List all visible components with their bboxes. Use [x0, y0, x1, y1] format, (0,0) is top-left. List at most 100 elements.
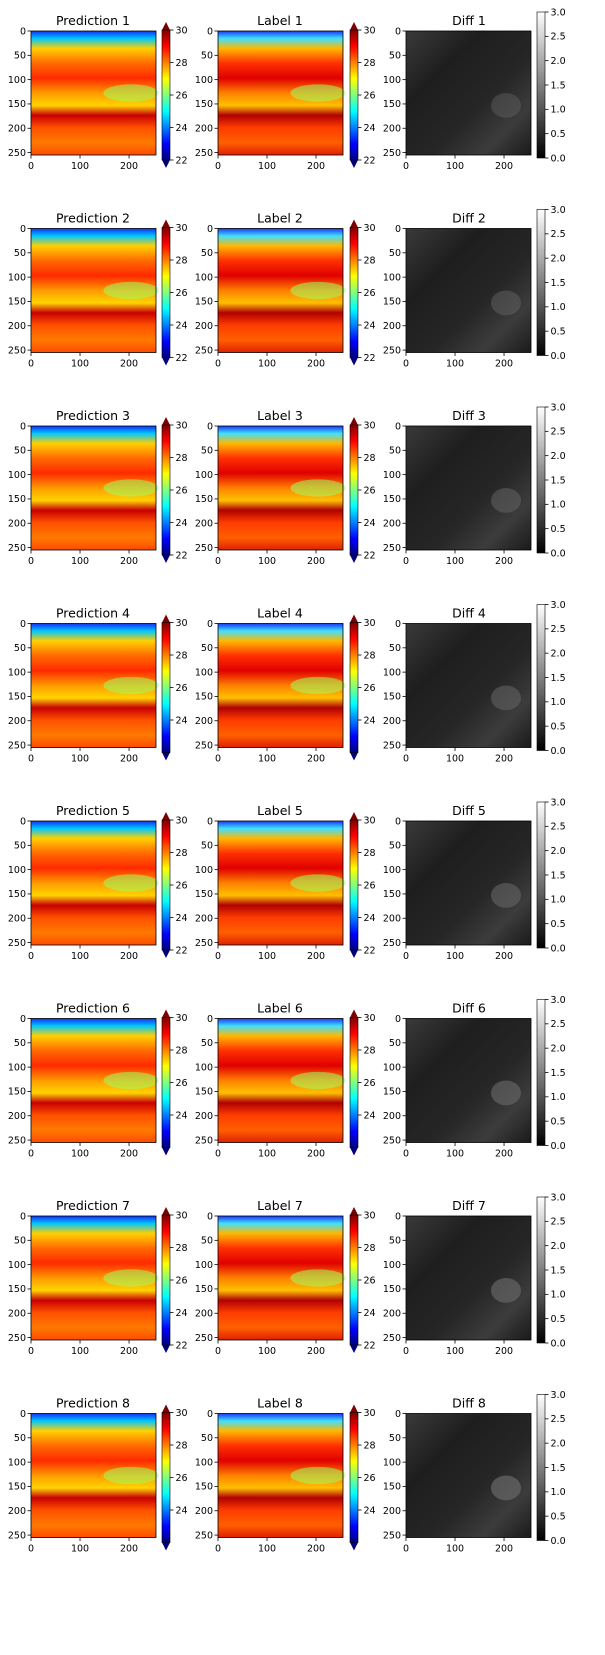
prediction-title: Prediction 6: [56, 1001, 130, 1016]
y-tick-label: 200: [195, 124, 213, 135]
heatmap-feature: [103, 281, 159, 300]
y-tick-label: 200: [383, 124, 401, 135]
colorbar-tick-label: 24: [364, 1110, 376, 1121]
x-tick-label: 100: [446, 1544, 464, 1555]
colorbar-tick-label: 26: [364, 880, 376, 891]
x-tick-label: 0: [403, 1544, 409, 1555]
y-tick-label: 150: [383, 692, 401, 703]
prediction-panel: Prediction 7 0 100 200 0 50 100 150 200 250 22 24 26…: [8, 1198, 188, 1357]
axes-frame: [217, 820, 344, 946]
colorbar-tick-label: 0.5: [551, 1314, 566, 1325]
y-tick-label: 200: [383, 1111, 401, 1122]
y-tick-label: 100: [8, 1062, 26, 1073]
gray-colorbar: 0.0 0.5 1.0 1.5 2.0 2.5 3.0: [536, 1192, 566, 1349]
colorbar-tick-label: 30: [176, 25, 188, 36]
y-tick-label: 250: [195, 148, 213, 159]
x-tick-label: 100: [446, 1149, 464, 1160]
x-tick-label: 200: [120, 556, 138, 567]
colorbar-extend-min: [350, 950, 358, 958]
colorbar-tick-label: 0.5: [551, 1511, 566, 1522]
heatmap-feature: [290, 1269, 346, 1287]
x-tick-label: 0: [28, 1544, 34, 1555]
y-tick-label: 100: [8, 865, 26, 876]
jet-colorbar: 24 26 28 30: [161, 614, 188, 761]
y-tick-label: 250: [195, 543, 213, 554]
colorbar-tick-label: 30: [176, 1013, 188, 1024]
y-tick-label: 50: [201, 248, 213, 259]
label-panel: Label 2 0 100 200 0 50 100 150 200 250 22 24 26 28 30: [195, 211, 376, 370]
colorbar-tick-label: 30: [364, 815, 376, 826]
colorbar-tick-label: 1.5: [551, 1068, 566, 1079]
colorbar-bar: [536, 11, 546, 159]
y-tick-label: 50: [389, 51, 401, 62]
y-tick-label: 250: [8, 938, 26, 949]
colorbar-bar: [536, 604, 546, 751]
colorbar-tick-label: 0.5: [551, 129, 566, 140]
diff-heatmap-image: [406, 623, 531, 748]
y-tick-label: 250: [8, 740, 26, 751]
heatmap-feature: [491, 1080, 521, 1106]
label-title: Label 5: [257, 803, 303, 818]
colorbar-tick-label: 3.0: [551, 995, 566, 1006]
colorbar-tick-label: 1.0: [551, 1290, 566, 1301]
x-tick-label: 100: [71, 1544, 89, 1555]
figure-row-2: Prediction 2 0 100 200 0 50 100 150 200 250 22 24 26…: [8, 205, 566, 370]
prediction-panel: Prediction 8 0 100 200 0 50 100 150 200 250 24 26 28…: [8, 1396, 188, 1555]
colorbar-bar: [349, 1214, 359, 1346]
x-tick-label: 200: [307, 161, 325, 172]
y-tick-label: 250: [8, 345, 26, 356]
x-tick-label: 0: [215, 556, 221, 567]
y-tick-label: 150: [8, 297, 26, 308]
label-title: Label 1: [257, 13, 303, 28]
prediction-panel: Prediction 4 0 100 200 0 50 100 150 200 250 24 26 28…: [8, 606, 188, 765]
colorbar-extend-max: [162, 1404, 170, 1413]
y-tick-label: 50: [14, 643, 26, 654]
x-tick-label: 100: [446, 359, 464, 370]
gray-colorbar: 0.0 0.5 1.0 1.5 2.0 2.5 3.0: [536, 402, 566, 559]
y-tick-label: 50: [201, 1236, 213, 1247]
y-tick-label: 0: [207, 224, 213, 235]
colorbar-tick-label: 2.5: [551, 427, 566, 438]
colorbar-bar: [349, 227, 359, 358]
axes-frame: [217, 228, 344, 353]
colorbar-tick-label: 28: [364, 1045, 376, 1056]
y-tick-label: 200: [383, 321, 401, 332]
label-panel: Label 8 0 100 200 0 50 100 150 200 250 24 26 28 30: [195, 1396, 376, 1555]
y-tick-label: 50: [201, 51, 213, 62]
jet-colorbar: 22 24 26 28 30: [161, 417, 188, 563]
y-tick-label: 250: [383, 740, 401, 751]
y-tick-label: 200: [8, 1506, 26, 1517]
y-tick-label: 0: [207, 1014, 213, 1025]
x-tick-label: 200: [495, 359, 513, 370]
label-title: Label 3: [257, 408, 303, 423]
label-panel: Label 5 0 100 200 0 50 100 150 200 250 22 24 26 28 30: [195, 803, 376, 962]
colorbar-tick-label: 30: [364, 1210, 376, 1221]
colorbar-tick-label: 2.5: [551, 1217, 566, 1228]
colorbar-tick-label: 2.0: [551, 451, 566, 462]
y-tick-label: 250: [383, 938, 401, 949]
y-tick-label: 250: [383, 543, 401, 554]
y-tick-label: 250: [195, 1135, 213, 1146]
colorbar-tick-label: 28: [364, 1243, 376, 1254]
y-tick-label: 250: [195, 1530, 213, 1541]
colorbar-tick-label: 28: [176, 1243, 188, 1254]
label-title: Label 2: [257, 211, 303, 226]
label-panel: Label 1 0 100 200 0 50 100 150 200 250 22 24 26 28 30: [195, 13, 376, 172]
colorbar-tick-label: 1.5: [551, 475, 566, 486]
y-tick-label: 150: [195, 1284, 213, 1295]
colorbar-tick-label: 26: [176, 880, 188, 891]
y-tick-label: 50: [389, 643, 401, 654]
y-tick-label: 200: [195, 321, 213, 332]
y-tick-label: 0: [207, 619, 213, 630]
colorbar-tick-label: 24: [364, 715, 376, 726]
diff-heatmap-image: [406, 31, 531, 155]
colorbar-tick-label: 1.5: [551, 673, 566, 684]
x-tick-label: 0: [403, 1149, 409, 1160]
colorbar-tick-label: 26: [364, 90, 376, 101]
x-tick-label: 0: [403, 951, 409, 962]
label-title: Label 8: [257, 1396, 303, 1411]
x-tick-label: 100: [258, 1346, 276, 1357]
y-tick-label: 200: [383, 519, 401, 530]
y-tick-label: 0: [395, 816, 401, 827]
colorbar-extend-min: [162, 555, 170, 563]
